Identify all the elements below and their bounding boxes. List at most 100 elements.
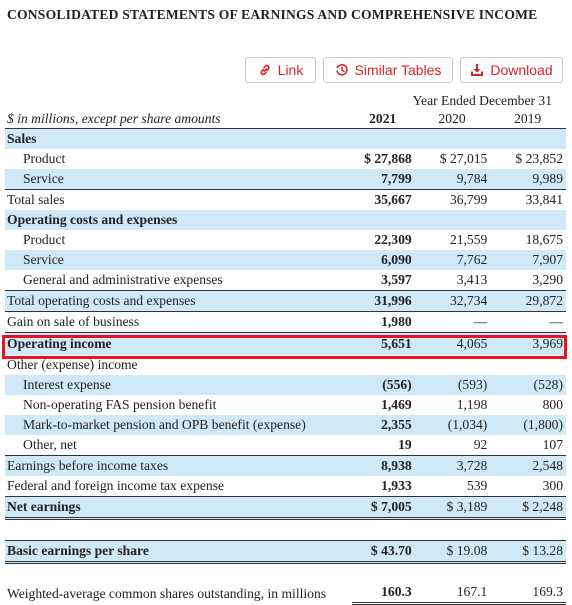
earnings-table: Year Ended December 31 $ in millions, ex… (5, 92, 566, 605)
cell-value: $ 19.08 (414, 540, 491, 564)
row-label: Non-operating FAS pension benefit (23, 397, 217, 412)
row-label: Mark-to-market pension and OPB benefit (… (5, 415, 352, 435)
cell-value: 1,469 (381, 397, 412, 412)
table-spacer (5, 518, 566, 541)
row-label: Earnings before income taxes (5, 455, 352, 476)
history-icon (335, 63, 349, 77)
cell-value: 29,872 (490, 290, 566, 312)
row-label: Other, net (23, 437, 77, 452)
table-row: Product 22,309 21,559 18,675 (5, 230, 566, 250)
units-note: $ in millions, except per share amounts (5, 110, 352, 129)
row-label: Service (5, 169, 352, 190)
cell-value: 167.1 (414, 562, 491, 605)
table-row: Service 6,090 7,762 7,907 (5, 250, 566, 270)
download-button[interactable]: Download (460, 57, 563, 83)
cell-value: $ 3,189 (414, 496, 491, 520)
cell-value: $ 43.70 (351, 540, 415, 564)
cell-value: 33,841 (490, 189, 566, 210)
row-label: Service (5, 250, 352, 270)
cell-value: (556) (351, 375, 415, 395)
cell-value: 1,198 (456, 397, 488, 412)
cell-value: (1,034) (414, 415, 491, 435)
cell-value: 160.3 (351, 562, 415, 605)
cell-value: 3,597 (381, 272, 412, 287)
row-label: Sales (5, 128, 352, 149)
cell-value: 8,938 (351, 455, 415, 476)
cell-value: $ 7,005 (351, 496, 415, 520)
cell-value: 1,933 (381, 478, 412, 493)
table-row: Total sales 35,667 36,799 33,841 (5, 189, 566, 210)
cell-value: $ 27,868 (364, 151, 412, 166)
table-header-years-row: $ in millions, except per share amounts … (5, 110, 566, 129)
cell-value: 539 (466, 478, 488, 493)
cell-value: 19 (398, 437, 412, 452)
row-label: Basic earnings per share (5, 540, 352, 564)
page-title: CONSOLIDATED STATEMENTS OF EARNINGS AND … (7, 7, 538, 22)
row-label: General and administrative expenses (23, 272, 223, 287)
cell-value: 3,290 (532, 272, 563, 287)
cell-value: 1,980 (351, 311, 415, 333)
operating-income-highlight-box (2, 335, 567, 359)
cell-value: (1,800) (490, 415, 566, 435)
download-icon (470, 63, 484, 77)
cell-value: 32,734 (414, 290, 491, 312)
table-row: Gain on sale of business 1,980 — — (5, 311, 566, 333)
cell-value: 3,728 (414, 455, 491, 476)
cell-value: 36,799 (414, 189, 491, 210)
cell-value: $ 23,852 (515, 151, 563, 166)
cell-value: 7,799 (351, 169, 415, 190)
cell-value: 35,667 (351, 189, 415, 210)
row-label: Other (expense) income (7, 357, 138, 372)
download-button-label: Download (490, 62, 553, 78)
cell-value: 21,559 (449, 232, 488, 247)
cell-value: 2,355 (351, 415, 415, 435)
cell-value: 22,309 (374, 232, 412, 247)
table-row: Product $ 27,868 $ 27,015 $ 23,852 (5, 149, 566, 169)
cell-value: 18,675 (525, 232, 563, 247)
cell-value: $ 27,015 (439, 151, 488, 166)
cell-value: $ 13.28 (490, 540, 566, 564)
year-header: 2021 (351, 110, 415, 129)
row-label: Total sales (5, 189, 352, 210)
cell-value: 9,989 (490, 169, 566, 190)
table-row-eps: Basic earnings per share $ 43.70 $ 19.08… (5, 540, 566, 564)
cell-value: 6,090 (351, 250, 415, 270)
cell-value: 800 (542, 397, 563, 412)
cell-value: — (490, 311, 566, 333)
row-label: Product (23, 232, 66, 247)
row-label: Interest expense (5, 375, 352, 395)
cell-value: 7,762 (414, 250, 491, 270)
row-label: Weighted-average common shares outstandi… (7, 585, 327, 601)
table-row-net-earnings: Net earnings $ 7,005 $ 3,189 $ 2,248 (5, 496, 566, 520)
table-row: Service 7,799 9,784 9,989 (5, 169, 566, 190)
cell-value: — (414, 311, 491, 333)
table-row: Non-operating FAS pension benefit 1,469 … (5, 395, 566, 415)
table-header-period-row: Year Ended December 31 (5, 92, 566, 110)
table-row: Sales (5, 128, 566, 149)
year-header: 2019 (490, 110, 566, 129)
cell-value: 7,907 (490, 250, 566, 270)
table-row: Total operating costs and expenses 31,99… (5, 290, 566, 312)
cell-value: 2,548 (490, 455, 566, 476)
table-row: General and administrative expenses 3,59… (5, 270, 566, 291)
row-label: Operating costs and expenses (5, 210, 352, 230)
similar-tables-button[interactable]: Similar Tables (323, 57, 453, 83)
table-row: Weighted-average common shares outstandi… (5, 562, 566, 605)
cell-value: 169.3 (490, 562, 566, 605)
row-label: Net earnings (5, 496, 352, 520)
cell-value: 300 (542, 478, 563, 493)
link-icon (258, 63, 272, 77)
similar-tables-button-label: Similar Tables (354, 62, 442, 78)
table-row: Interest expense (556) (593) (528) (5, 375, 566, 395)
period-header: Year Ended December 31 (412, 93, 552, 108)
year-header: 2020 (414, 110, 491, 129)
cell-value: 3,413 (456, 272, 488, 287)
link-button[interactable]: Link (245, 57, 316, 83)
row-label: Product (23, 151, 66, 166)
row-label: Gain on sale of business (5, 311, 352, 333)
cell-value: $ 2,248 (490, 496, 566, 520)
table-row: Earnings before income taxes 8,938 3,728… (5, 455, 566, 476)
cell-value: (528) (490, 375, 566, 395)
table-row: Other (expense) income (5, 355, 566, 375)
cell-value: (593) (414, 375, 491, 395)
